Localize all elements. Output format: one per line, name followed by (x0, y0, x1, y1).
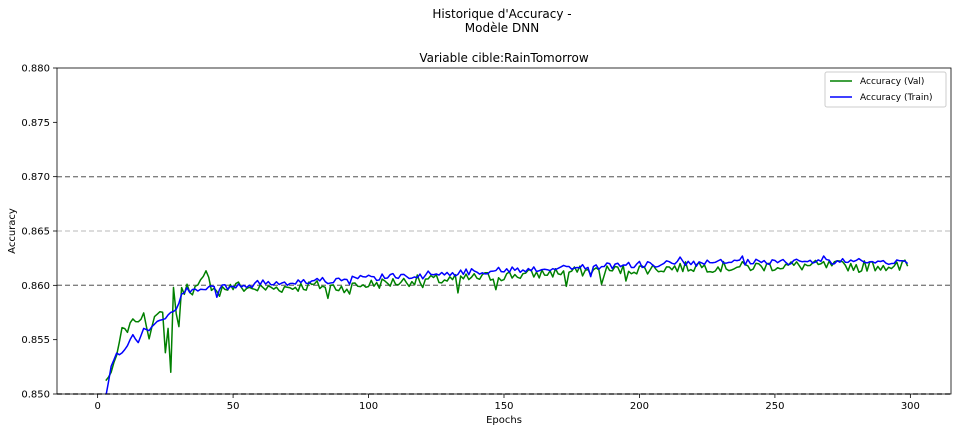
legend-label-val: Accuracy (Val) (860, 77, 924, 87)
chart-title: Variable cible:RainTomorrow (419, 51, 588, 65)
y-tick-label: 0.860 (21, 281, 50, 292)
y-tick-label: 0.875 (21, 118, 50, 129)
legend: Accuracy (Val) Accuracy (Train) (824, 71, 947, 108)
x-tick-label: 100 (359, 401, 378, 412)
x-axis-label: Epochs (486, 415, 522, 426)
y-tick-label: 0.865 (21, 227, 50, 238)
chart-suptitle-line-2: Modèle DNN (465, 21, 539, 35)
y-axis-label: Accuracy (7, 208, 18, 254)
chart-suptitle-line-1: Historique d'Accuracy - (432, 7, 571, 21)
series-layer (105, 255, 909, 394)
x-axis: 0 50 100 150 200 250 300 (94, 394, 920, 412)
series-line-val (105, 259, 909, 382)
x-tick-label: 50 (227, 401, 240, 412)
y-tick-label: 0.855 (21, 335, 50, 346)
y-axis: 0.850 0.855 0.860 0.865 0.870 0.875 0.880 (21, 64, 57, 401)
y-tick-label: 0.850 (21, 390, 50, 401)
legend-box (824, 71, 947, 108)
legend-label-train: Accuracy (Train) (860, 93, 933, 103)
plot-area (56, 67, 952, 395)
series-line-train (105, 255, 909, 394)
y-tick-label: 0.880 (21, 64, 50, 75)
reference-lines (57, 176, 951, 395)
x-tick-label: 250 (765, 401, 784, 412)
x-tick-label: 300 (901, 401, 920, 412)
x-tick-label: 0 (94, 401, 100, 412)
axes-frame (56, 67, 952, 395)
x-tick-label: 200 (630, 401, 649, 412)
x-tick-label: 150 (494, 401, 513, 412)
y-tick-label: 0.870 (21, 172, 50, 183)
